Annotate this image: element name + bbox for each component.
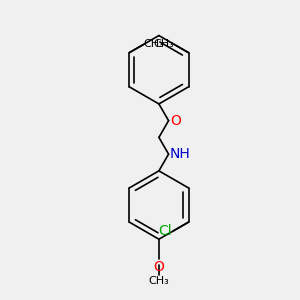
Text: O: O [154,260,164,274]
Text: CH₃: CH₃ [148,276,169,286]
Text: Cl: Cl [158,224,172,238]
Text: O: O [170,114,181,128]
Text: CH₃: CH₃ [154,40,174,50]
Text: CH₃: CH₃ [143,40,164,50]
Text: NH: NH [170,147,191,161]
